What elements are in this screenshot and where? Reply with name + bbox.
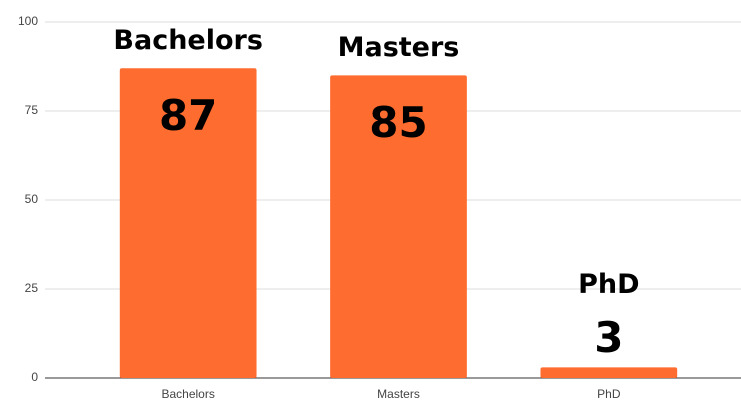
y-tick-label: 75 bbox=[25, 103, 39, 117]
category-annotation: PhD bbox=[578, 269, 639, 300]
value-label: 87 bbox=[159, 91, 217, 140]
y-tick-label: 100 bbox=[18, 14, 38, 28]
category-annotation: Bachelors bbox=[113, 25, 263, 56]
y-tick-label: 0 bbox=[31, 370, 38, 384]
x-tick-label: Bachelors bbox=[161, 387, 214, 401]
bar bbox=[330, 75, 467, 379]
category-annotation: Masters bbox=[338, 32, 460, 63]
value-label: 3 bbox=[594, 313, 623, 362]
y-tick-label: 50 bbox=[25, 192, 39, 206]
value-label: 85 bbox=[369, 98, 427, 147]
bar bbox=[119, 68, 257, 378]
y-tick-label: 25 bbox=[25, 281, 39, 295]
x-tick-label: PhD bbox=[597, 387, 621, 401]
x-tick-label: Masters bbox=[377, 387, 420, 401]
bar bbox=[540, 367, 678, 378]
